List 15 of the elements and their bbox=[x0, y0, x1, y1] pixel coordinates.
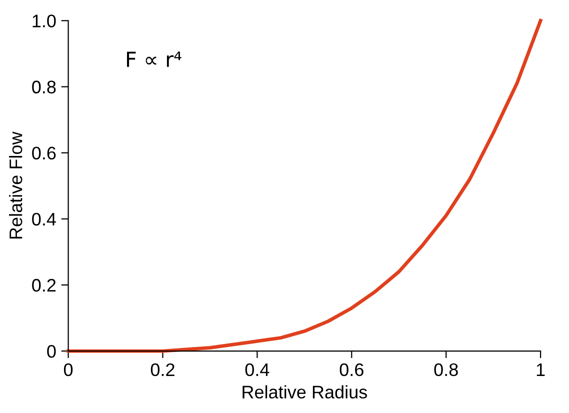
y-tick-label: 0.6 bbox=[32, 146, 56, 160]
x-tick-label: 0.2 bbox=[150, 363, 174, 376]
x-tick-label: 1 bbox=[536, 364, 545, 376]
annotation: F ∝ r⁴ bbox=[126, 52, 182, 67]
y-axis-title: Relative Flow bbox=[8, 132, 22, 239]
y-tick-label: 0.2 bbox=[32, 278, 56, 292]
x-tick-label: 0.6 bbox=[340, 363, 364, 376]
y-tick-label: 1.0 bbox=[32, 14, 56, 28]
x-axis-title: Relative Radius bbox=[242, 385, 367, 399]
x-tick-label: 0 bbox=[64, 363, 73, 376]
y-tick-label: 0.4 bbox=[32, 212, 56, 226]
x-tick-label: 0.8 bbox=[434, 363, 458, 376]
y-tick-label: 0 bbox=[47, 344, 56, 358]
y-tick-label: 0.8 bbox=[32, 80, 56, 94]
x-tick-label: 0.4 bbox=[245, 363, 270, 376]
